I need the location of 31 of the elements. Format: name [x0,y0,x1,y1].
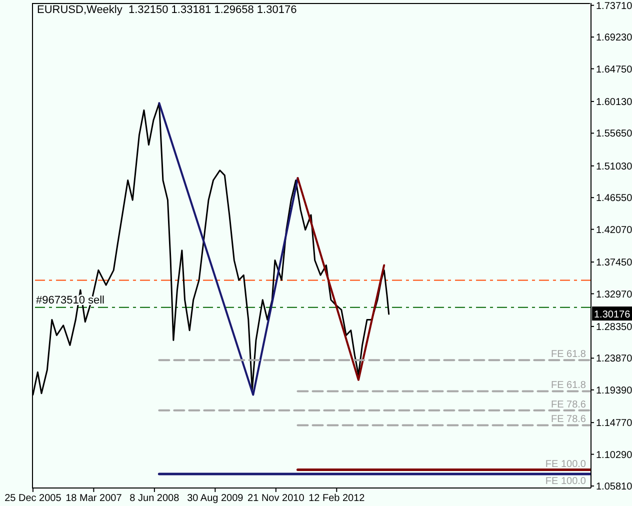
series-label: FE 61.8 [550,380,586,392]
y-tick-label: 1.46550 [596,193,632,204]
x-tick-label: 18 Mar 2007 [66,493,122,504]
annotation: 1.30176 [594,310,631,321]
y-tick-label: 1.60130 [596,97,632,108]
y-tick-label: 1.73710 [596,0,632,12]
x-tick-label: 25 Dec 2005 [4,493,62,504]
y-tick-label: 1.14770 [596,418,632,430]
y-tick-label: 1.37450 [596,258,632,269]
y-tick-label: 1.55650 [596,128,632,140]
y-tick-label: 1.10290 [596,450,632,461]
y-tick-label: 1.64750 [596,64,632,76]
chart-title: EURUSD,Weekly 1.32150 1.33181 1.29658 1.30176 [37,4,297,16]
x-tick-label: 30 Aug 2009 [187,493,244,504]
y-tick-label: 1.28350 [596,322,632,333]
y-tick-label: 1.32970 [596,289,632,300]
line-series [32,102,390,396]
series-label: FE 100.0 [545,476,586,488]
x-tick-label: 8 Jun 2008 [130,493,180,504]
y-tick-label: 1.51030 [596,161,632,172]
y-tick-label: 1.23870 [596,354,632,365]
y-tick-label: 1.05810 [596,482,632,493]
series-label: FE 100.0 [545,458,586,470]
y-tick-label: 1.19390 [596,385,632,396]
x-tick-label: 12 Feb 2012 [308,493,366,504]
y-tick-label: 1.69230 [596,32,632,44]
series-label: FE 78.6 [550,414,586,426]
y-tick-label: 1.42070 [596,224,632,236]
x-tick-label: 21 Nov 2010 [248,493,305,504]
series-label: FE 61.8 [550,349,586,360]
series-label: FE 78.6 [550,399,586,410]
